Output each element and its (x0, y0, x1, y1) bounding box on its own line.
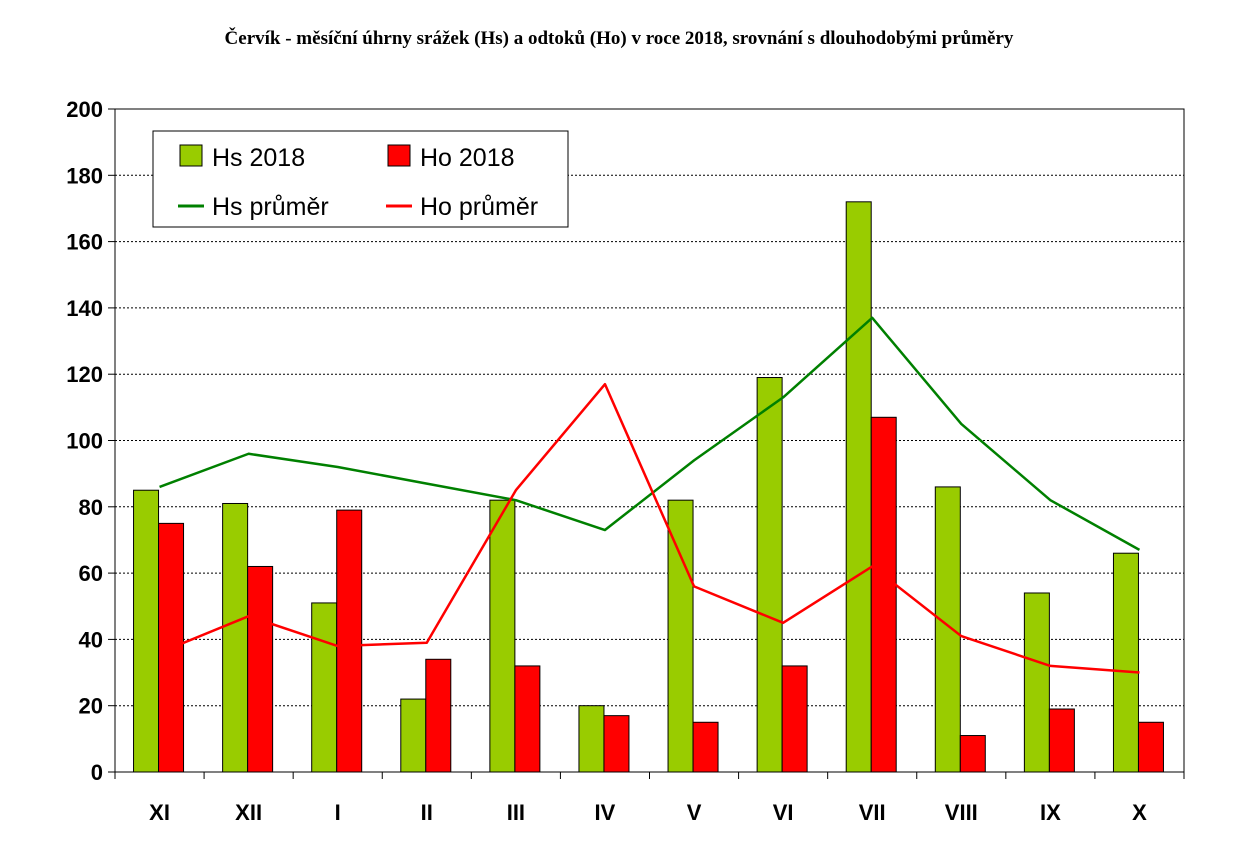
legend-label-ho-průměr: Ho průměr (420, 193, 538, 221)
y-tick-label: 160 (66, 230, 103, 255)
bar-ho-2018 (603, 715, 630, 773)
bar-hs-2018 (133, 489, 160, 773)
bar-hs-2018 (489, 499, 516, 773)
y-tick-label: 120 (66, 362, 103, 387)
x-tick-label: II (421, 800, 433, 825)
legend-box (152, 130, 569, 228)
bar-ho-2018 (1137, 721, 1164, 773)
legend-label-ho-2018: Ho 2018 (420, 144, 515, 172)
line-series (159, 316, 1141, 674)
legend-label-hs-průměr: Hs průměr (212, 193, 329, 221)
x-tick-label: XII (235, 800, 262, 825)
bar-ho-2018 (514, 665, 541, 773)
bar-hs-2018 (667, 499, 694, 773)
legend-swatch-hs-2018 (179, 144, 203, 167)
chart-title: Červík - měsíční úhrny srážek (Hs) a odt… (224, 28, 1014, 49)
x-tick-label: X (1132, 800, 1147, 825)
bar-ho-2018 (1048, 708, 1075, 773)
bar-hs-2018 (311, 602, 338, 773)
x-tick-label: VIII (945, 800, 978, 825)
bar-ho-2018 (959, 735, 986, 773)
y-tick-label: 140 (66, 296, 103, 321)
bar-ho-2018 (781, 665, 808, 773)
bar-hs-2018 (1023, 592, 1050, 773)
y-tick-label: 200 (66, 97, 103, 122)
bar-ho-2018 (425, 658, 452, 773)
bar-hs-2018 (1112, 552, 1139, 773)
bar-hs-2018 (400, 698, 427, 773)
bar-hs-2018 (934, 486, 961, 773)
y-tick-label: 80 (79, 495, 103, 520)
bar-ho-2018 (692, 721, 719, 773)
bar-hs-2018 (578, 705, 605, 773)
bar-hs-2018 (845, 201, 872, 773)
line-hs-průměr (159, 316, 1141, 551)
legend-swatch-ho-2018 (387, 144, 411, 167)
x-tick-label: XI (149, 800, 170, 825)
bar-ho-2018 (336, 509, 363, 773)
bar-ho-2018 (870, 416, 897, 773)
x-tick-label: VI (773, 800, 794, 825)
x-tick-label: I (335, 800, 341, 825)
bar-hs-2018 (222, 502, 249, 773)
y-tick-label: 180 (66, 163, 103, 188)
bar-ho-2018 (247, 565, 274, 773)
y-tick-label: 40 (79, 627, 103, 652)
x-tick-label: VII (859, 800, 886, 825)
y-tick-label: 60 (79, 561, 103, 586)
bar-series (133, 201, 1164, 773)
legend: Hs 2018 Ho 2018 Hs průměr Ho průměr (152, 130, 569, 228)
legend-label-hs-2018: Hs 2018 (212, 144, 305, 172)
x-tick-label: III (507, 800, 525, 825)
x-tick-label: V (687, 800, 702, 825)
bar-hs-2018 (756, 377, 783, 773)
x-tick-label: IV (595, 800, 616, 825)
y-tick-label: 100 (66, 429, 103, 454)
y-tick-label: 0 (91, 760, 103, 785)
line-ho-průměr (159, 382, 1140, 674)
y-tick-label: 20 (79, 694, 103, 719)
x-tick-label: IX (1040, 800, 1061, 825)
